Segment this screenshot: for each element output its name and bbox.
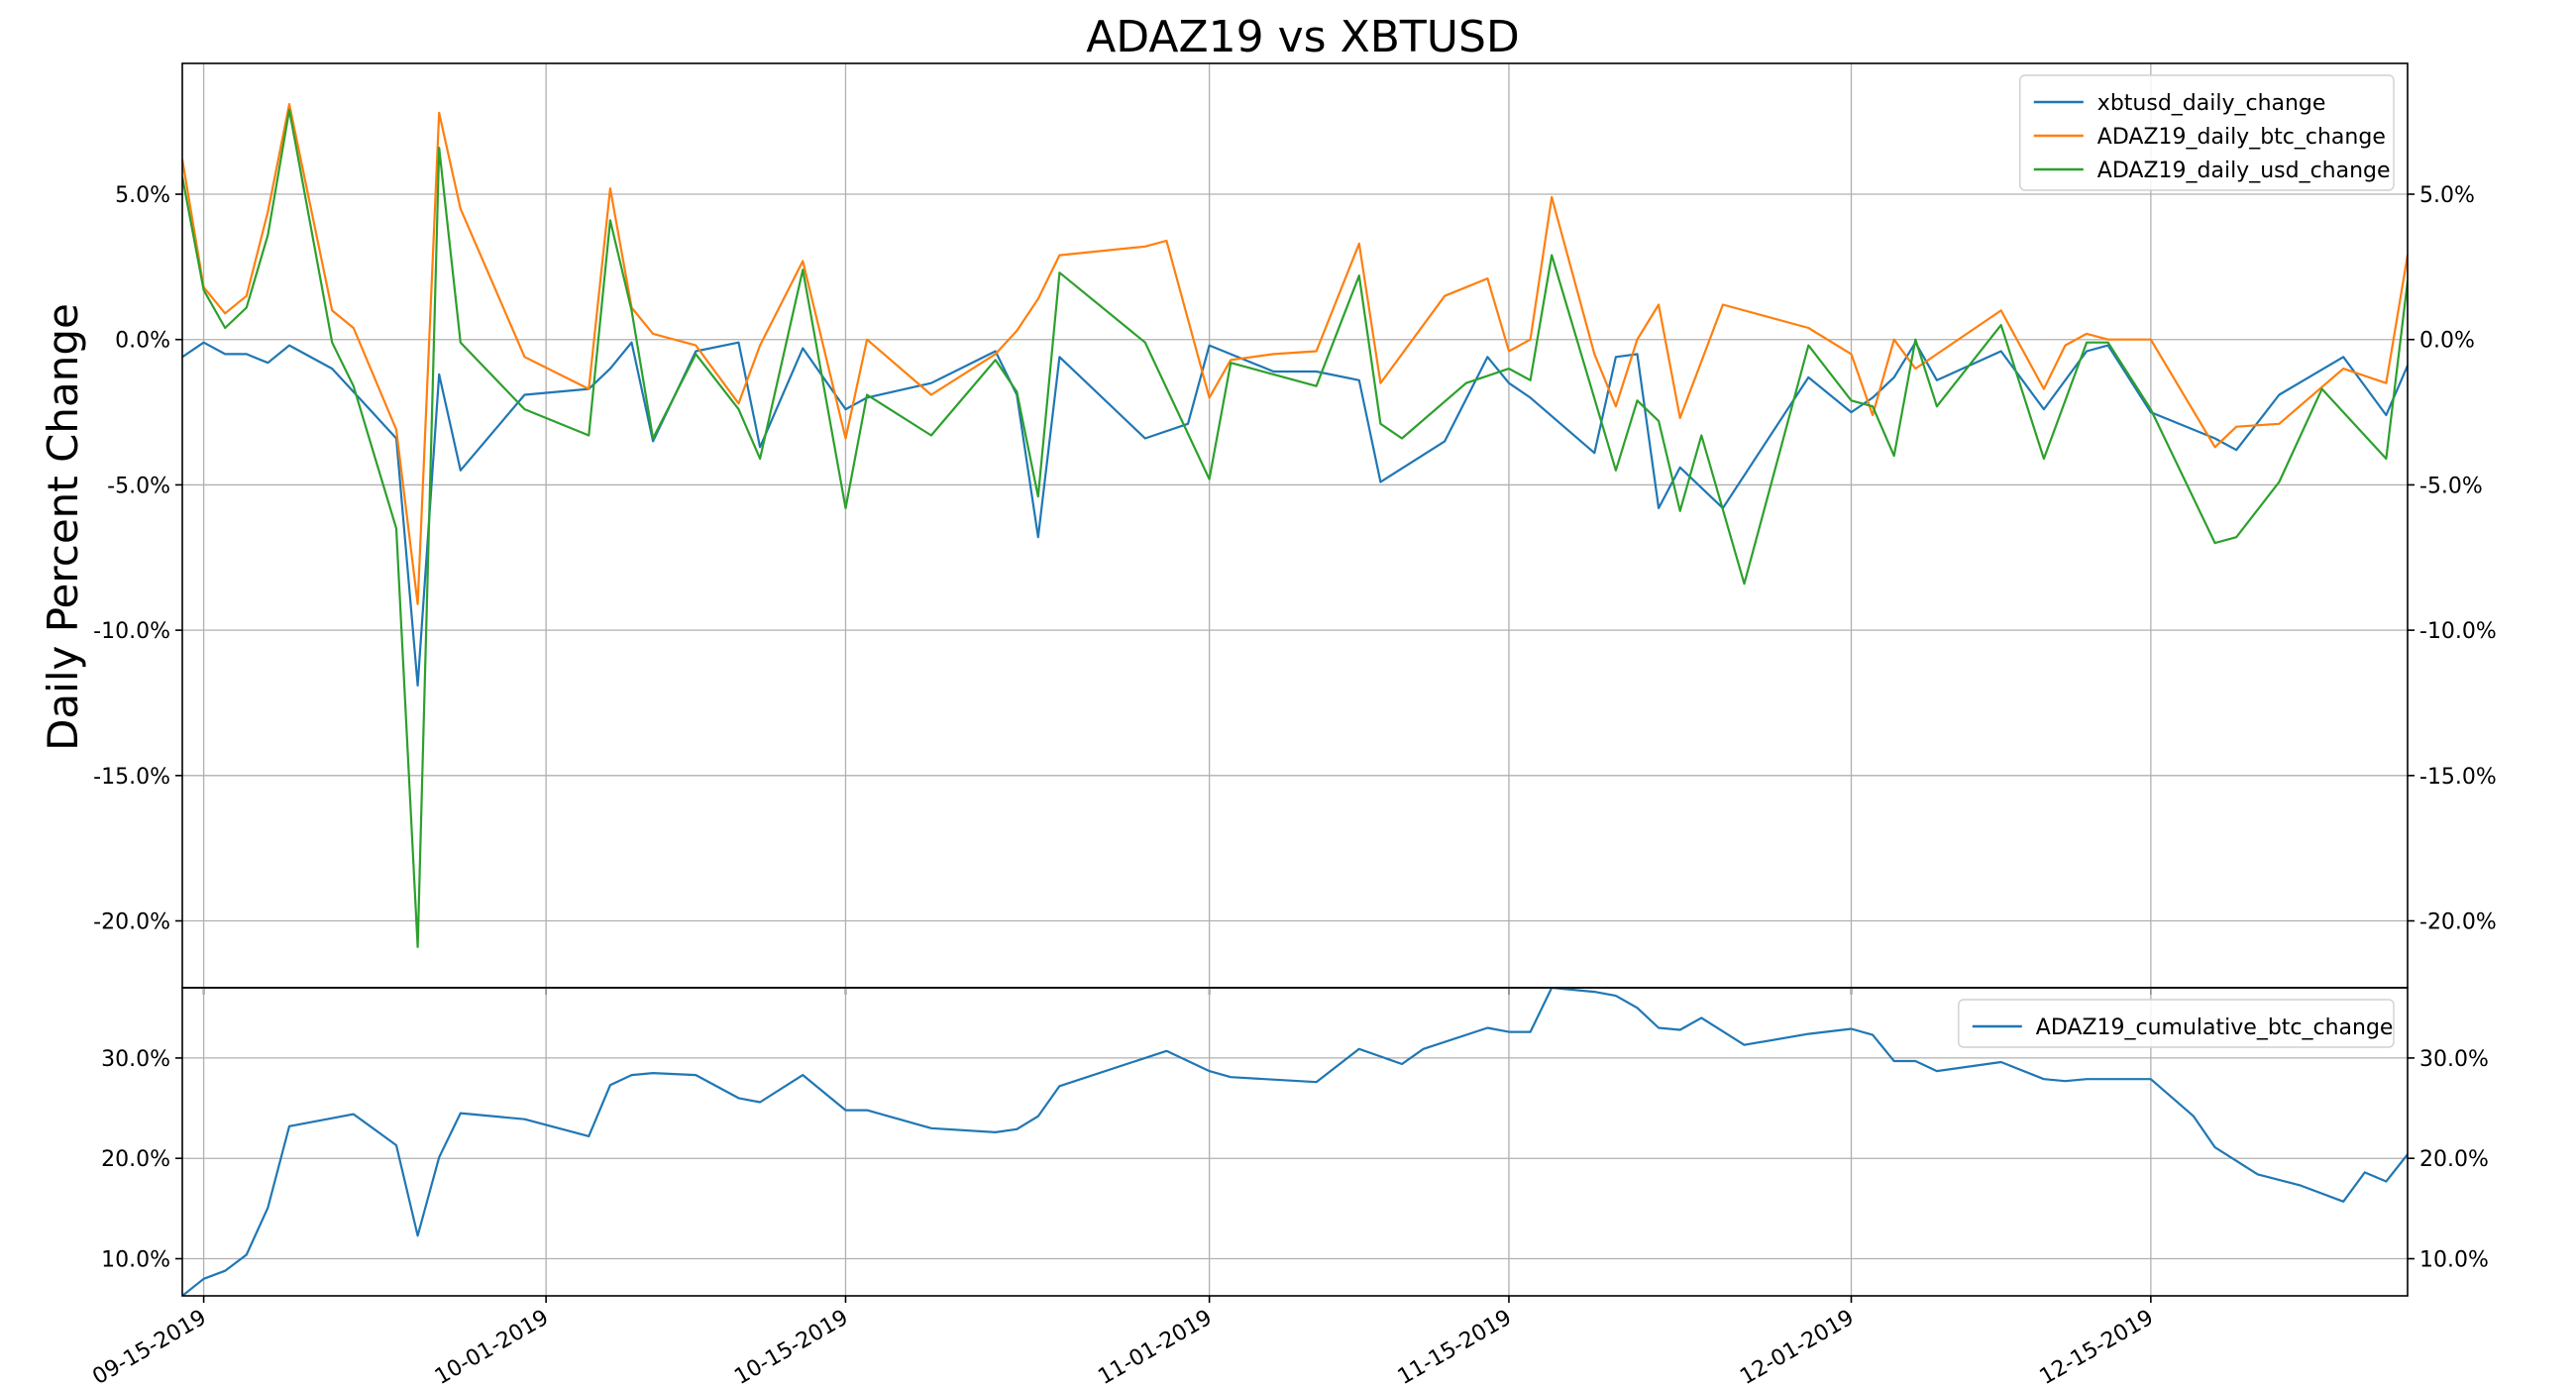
series-line-xbtusd-daily-change <box>182 341 2408 688</box>
y-tick-label: 0.0% <box>115 329 170 354</box>
cumulative-change-panel: 30.0% 30.0% 20.0% 20.0% 10.0% 10.0% ADAZ19_cum… <box>101 987 2489 1303</box>
series-line-ADAZ19-cumulative-btc-change <box>182 988 2408 1296</box>
y-tick-label: 20.0% <box>101 1147 170 1172</box>
y-tick-label-right: 0.0% <box>2419 329 2475 354</box>
legend-entry: xbtusd_daily_change <box>2097 91 2326 116</box>
legend-entry: ADAZ19_daily_usd_change <box>2097 159 2391 183</box>
y-tick-label-right: 5.0% <box>2419 183 2475 208</box>
series-line-ADAZ19-daily-usd-change <box>182 108 2408 949</box>
y-tick-label-right: 20.0% <box>2419 1147 2489 1172</box>
y-tick-label-right: -15.0% <box>2419 765 2497 790</box>
chart-title: ADAZ19 vs XBTUSD <box>1086 12 1520 62</box>
y-tick-label: 30.0% <box>101 1047 170 1072</box>
y-tick-label-right: 10.0% <box>2419 1248 2489 1273</box>
daily-change-panel: 5.0% 5.0% 0.0% 0.0% -5.0% -5.0% -10.0% -10.0% -1… <box>93 62 2497 995</box>
y-tick-label: -10.0% <box>93 619 170 644</box>
legend-entry: ADAZ19_daily_btc_change <box>2097 125 2386 150</box>
y-tick-label-right: -5.0% <box>2419 474 2483 498</box>
legend-entry: ADAZ19_cumulative_btc_change <box>2036 1015 2394 1040</box>
legend-box <box>1958 999 2395 1048</box>
y-axis-label: Daily Percent Change <box>39 303 87 751</box>
y-tick-label-right: -20.0% <box>2419 910 2497 935</box>
legend: ADAZ19_cumulative_btc_change <box>1958 999 2395 1048</box>
y-tick-label: -15.0% <box>93 765 170 790</box>
y-tick-label: -20.0% <box>93 910 170 935</box>
series-line-ADAZ19-daily-btc-change <box>182 102 2408 605</box>
y-tick-label: -5.0% <box>107 474 170 498</box>
y-tick-label-right: 30.0% <box>2419 1047 2489 1072</box>
legend-box <box>2019 74 2395 191</box>
y-tick-label-right: -10.0% <box>2419 619 2497 644</box>
y-tick-label: 10.0% <box>101 1248 170 1273</box>
plot-frame <box>181 987 2409 1297</box>
legend: xbtusd_daily_change ADAZ19_daily_btc_chan… <box>2019 74 2395 191</box>
y-tick-label: 5.0% <box>115 183 170 208</box>
